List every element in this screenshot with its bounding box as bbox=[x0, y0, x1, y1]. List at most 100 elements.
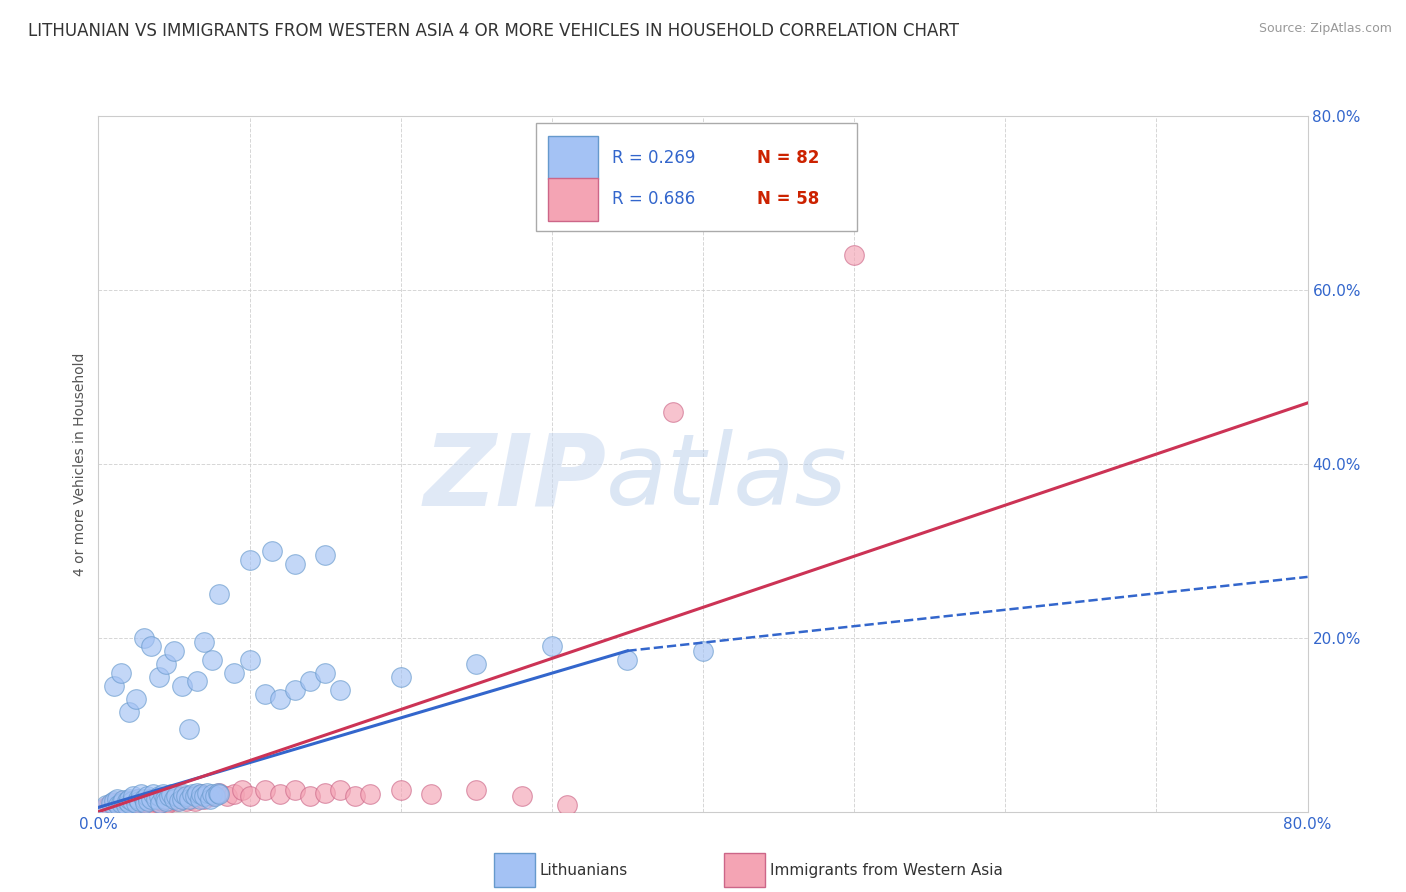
FancyBboxPatch shape bbox=[724, 854, 765, 887]
Point bbox=[125, 691, 148, 706]
Point bbox=[172, 788, 194, 801]
Point bbox=[170, 791, 193, 805]
Point bbox=[201, 788, 224, 801]
Point bbox=[124, 797, 146, 812]
Point bbox=[510, 789, 533, 803]
Point bbox=[103, 799, 125, 814]
Point bbox=[146, 791, 169, 805]
Point bbox=[105, 791, 128, 805]
Point bbox=[118, 797, 141, 812]
Point bbox=[148, 796, 170, 810]
Point bbox=[172, 791, 194, 805]
Point bbox=[186, 786, 208, 800]
Point bbox=[239, 652, 262, 666]
Point bbox=[201, 789, 224, 803]
FancyBboxPatch shape bbox=[494, 854, 534, 887]
Point bbox=[165, 789, 187, 803]
Point bbox=[118, 796, 141, 810]
Point bbox=[540, 640, 562, 654]
Point bbox=[299, 789, 322, 803]
Point bbox=[181, 791, 204, 805]
Point bbox=[181, 788, 204, 801]
Point bbox=[389, 670, 412, 684]
Point bbox=[111, 799, 134, 814]
Point bbox=[143, 794, 166, 808]
FancyBboxPatch shape bbox=[548, 178, 598, 220]
Point bbox=[187, 789, 209, 803]
Point bbox=[118, 791, 141, 805]
Point bbox=[190, 788, 212, 801]
Point bbox=[204, 789, 226, 803]
Point bbox=[155, 794, 177, 808]
Point bbox=[105, 796, 128, 810]
Text: ZIP: ZIP bbox=[423, 429, 606, 526]
FancyBboxPatch shape bbox=[548, 136, 598, 179]
Text: N = 58: N = 58 bbox=[758, 191, 820, 209]
Point bbox=[114, 796, 136, 810]
Point bbox=[360, 788, 382, 801]
Point bbox=[94, 800, 117, 814]
Point bbox=[188, 791, 211, 805]
Point bbox=[128, 796, 150, 810]
Point bbox=[170, 679, 193, 693]
Point bbox=[166, 794, 188, 808]
Point bbox=[160, 788, 183, 801]
Text: Source: ZipAtlas.com: Source: ZipAtlas.com bbox=[1258, 22, 1392, 36]
Text: N = 82: N = 82 bbox=[758, 149, 820, 167]
Point bbox=[125, 796, 148, 810]
Y-axis label: 4 or more Vehicles in Household: 4 or more Vehicles in Household bbox=[73, 352, 87, 575]
Point bbox=[253, 687, 276, 701]
Point bbox=[184, 789, 207, 803]
Point bbox=[153, 791, 176, 805]
Point bbox=[284, 783, 307, 797]
Point bbox=[128, 794, 150, 808]
Point bbox=[224, 788, 246, 801]
Point bbox=[174, 789, 197, 803]
Point bbox=[148, 670, 170, 684]
Point bbox=[139, 796, 162, 810]
Point bbox=[224, 665, 246, 680]
Point bbox=[110, 665, 132, 680]
Point bbox=[122, 789, 145, 803]
Point bbox=[184, 794, 207, 808]
Point bbox=[98, 797, 121, 812]
Point bbox=[201, 652, 224, 666]
Point bbox=[127, 791, 149, 805]
Point bbox=[177, 722, 201, 736]
Point bbox=[156, 796, 179, 810]
Text: LITHUANIAN VS IMMIGRANTS FROM WESTERN ASIA 4 OR MORE VEHICLES IN HOUSEHOLD CORRE: LITHUANIAN VS IMMIGRANTS FROM WESTERN AS… bbox=[28, 22, 959, 40]
Point bbox=[131, 797, 153, 812]
Point bbox=[160, 794, 183, 808]
Point bbox=[208, 788, 231, 801]
Point bbox=[661, 405, 683, 419]
Point bbox=[94, 797, 117, 812]
FancyBboxPatch shape bbox=[536, 123, 856, 231]
Point bbox=[155, 657, 177, 671]
Text: R = 0.686: R = 0.686 bbox=[613, 191, 696, 209]
Point bbox=[208, 587, 231, 601]
Point bbox=[141, 797, 163, 812]
Point bbox=[121, 794, 143, 808]
Point bbox=[110, 796, 132, 810]
Point bbox=[136, 794, 159, 808]
Point bbox=[239, 789, 262, 803]
Point bbox=[141, 791, 163, 805]
Point bbox=[132, 791, 155, 805]
Point bbox=[177, 789, 201, 803]
Point bbox=[314, 665, 336, 680]
Point bbox=[159, 789, 181, 803]
Point bbox=[132, 794, 155, 808]
Point bbox=[419, 788, 441, 801]
Point bbox=[115, 794, 138, 808]
Point bbox=[135, 789, 157, 803]
Point bbox=[103, 794, 125, 808]
Point bbox=[314, 548, 336, 562]
Point bbox=[101, 796, 124, 810]
Point bbox=[193, 789, 215, 803]
Point bbox=[215, 789, 238, 803]
Point bbox=[169, 789, 191, 803]
Point bbox=[299, 674, 322, 689]
Point bbox=[186, 674, 208, 689]
Point bbox=[314, 786, 336, 800]
Point bbox=[163, 644, 186, 658]
